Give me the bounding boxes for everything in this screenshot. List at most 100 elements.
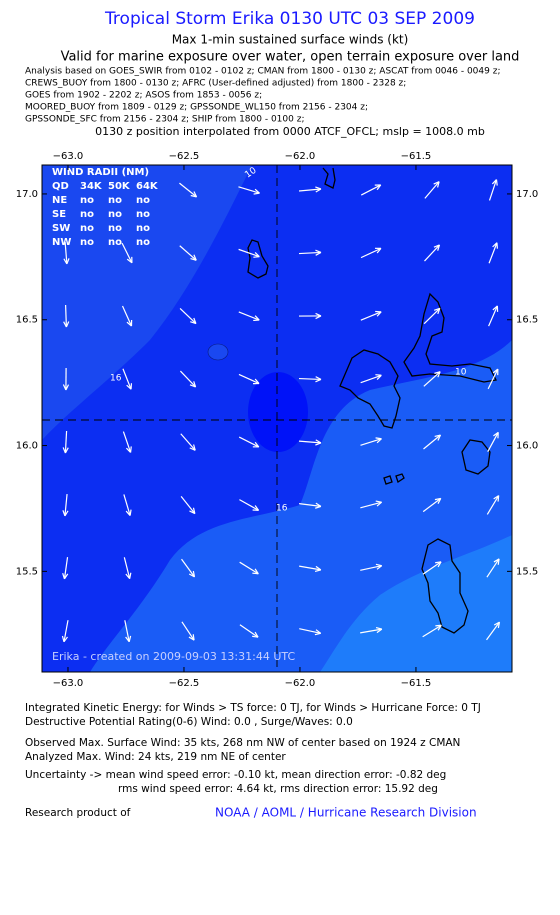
wind-arrowhead xyxy=(189,381,197,388)
map-field: 10 16 16 10 WIND RADII (NM) QD 34K 50K 6… xyxy=(42,165,512,672)
wind-arrow xyxy=(360,628,382,634)
research-label: Research product of xyxy=(25,807,131,819)
wind-arrow xyxy=(238,311,260,321)
y-tick-label: 16.5 xyxy=(16,315,38,326)
contour-label: 16 xyxy=(110,374,122,384)
wind-arrowhead xyxy=(63,321,70,328)
x-tick-label: −63.0 xyxy=(53,151,84,162)
wind-arrow xyxy=(238,248,260,258)
x-tick-label: −62.0 xyxy=(285,678,316,689)
wind-arrowhead xyxy=(125,635,132,643)
wind-arrow xyxy=(238,436,260,448)
wind-arrow xyxy=(360,374,382,384)
radii-cell: NW xyxy=(52,237,71,248)
wind-arrow xyxy=(299,565,321,571)
wind-arrowhead xyxy=(253,315,260,322)
wind-arrowhead xyxy=(435,561,442,568)
wind-arrow xyxy=(181,621,195,641)
radii-title: WIND RADII (NM) xyxy=(52,167,149,178)
x-tick-label: −62.0 xyxy=(285,151,316,162)
radii-cell: no xyxy=(136,195,150,206)
wind-arrowhead xyxy=(492,305,499,312)
radii-col: 50K xyxy=(108,181,131,192)
wind-arrow xyxy=(422,624,442,638)
contour-label: 10 xyxy=(455,368,467,378)
subtitle: Max 1-min sustained surface winds (kt) xyxy=(172,33,409,47)
wind-arrow xyxy=(121,242,133,264)
wind-arrow xyxy=(488,305,498,327)
wind-arrowhead xyxy=(252,568,259,575)
wind-arrow xyxy=(488,242,498,264)
wind-arrowhead xyxy=(492,242,498,249)
radii-cell: no xyxy=(80,223,94,234)
wind-arrowhead xyxy=(126,256,133,264)
wind-arrowhead xyxy=(315,249,322,256)
radii-cell: no xyxy=(136,223,150,234)
coastline xyxy=(247,167,497,634)
wind-arrowhead xyxy=(315,439,322,446)
wind-arrowhead xyxy=(375,437,382,444)
wind-arrowhead xyxy=(434,434,442,441)
wind-arrowhead xyxy=(314,629,322,636)
wind-arrow xyxy=(486,495,500,515)
wind-arrow xyxy=(65,304,67,328)
wind-arrowhead xyxy=(252,631,259,638)
wind-arrow xyxy=(422,497,442,513)
radii-cell: no xyxy=(80,209,94,220)
wind-arrowhead xyxy=(253,251,260,258)
wind-arrow xyxy=(63,557,69,579)
wind-arrowhead xyxy=(375,500,383,507)
wind-arrow xyxy=(423,371,441,387)
wind-arrowhead xyxy=(374,184,382,191)
contour-label: 16 xyxy=(276,504,288,514)
org-link[interactable]: NOAA / AOML / Hurricane Research Divisio… xyxy=(215,806,477,820)
wind-arrow xyxy=(239,499,259,511)
y-tick-label: 15.5 xyxy=(516,566,538,577)
wind-arrow xyxy=(299,628,321,634)
wind-arrowhead xyxy=(62,572,69,580)
wind-arrowhead xyxy=(188,570,196,578)
wind-arrowhead xyxy=(493,558,500,565)
wind-arrow xyxy=(360,565,382,571)
wind-arrow xyxy=(298,188,322,192)
wind-arrow xyxy=(423,307,441,325)
wind-arrow xyxy=(239,624,259,638)
wind-arrowhead xyxy=(61,635,68,643)
footer-line: rms wind speed error: 4.64 kt, rms direc… xyxy=(118,783,438,795)
axes: −63.0 −63.0 −62.5 −62.5 −62.0 −62.0 −61.5 −61.5… xyxy=(16,151,539,689)
title: Tropical Storm Erika 0130 UTC 03 SEP 200… xyxy=(104,9,475,29)
wind-arrowhead xyxy=(315,502,322,509)
wind-arrow xyxy=(360,184,382,196)
wind-arrow xyxy=(422,561,442,575)
map-frame xyxy=(41,164,513,673)
source-line: MOORED_BUOY from 1809 - 0129 z; GPSSONDE… xyxy=(25,103,368,113)
wind-arrow xyxy=(360,501,382,509)
wind-arrowhead xyxy=(433,244,441,251)
footer-line: Destructive Potential Rating(0-6) Wind: … xyxy=(25,716,353,728)
source-line: GPSSONDE_SFC from 2156 - 2304 z; SHIP fr… xyxy=(25,115,304,125)
wind-arrowhead xyxy=(493,431,499,439)
radii-cell: no xyxy=(108,223,122,234)
wind-arrow xyxy=(179,307,197,325)
wind-arrowhead xyxy=(252,441,260,448)
wind-arrow xyxy=(488,179,498,201)
wind-arrowhead xyxy=(433,181,440,188)
wind-arrowhead xyxy=(189,507,196,515)
radii-col: 64K xyxy=(136,181,159,192)
radii-cell: no xyxy=(80,195,94,206)
wind-arrow xyxy=(64,493,68,517)
wind-arrowhead xyxy=(374,247,382,254)
radii-cell: no xyxy=(80,237,94,248)
wind-arrow xyxy=(298,440,322,444)
radii-cell: no xyxy=(108,195,122,206)
wind-arrow xyxy=(122,368,132,390)
x-tick-label: −63.0 xyxy=(53,678,84,689)
wind-arrowhead xyxy=(253,188,260,195)
radii-cell: no xyxy=(108,237,122,248)
wind-arrow xyxy=(180,433,196,451)
wind-arrow xyxy=(124,620,130,642)
wind-arrowhead xyxy=(253,378,260,385)
wind-arrowhead xyxy=(433,307,441,315)
wind-arrowhead xyxy=(189,444,196,451)
